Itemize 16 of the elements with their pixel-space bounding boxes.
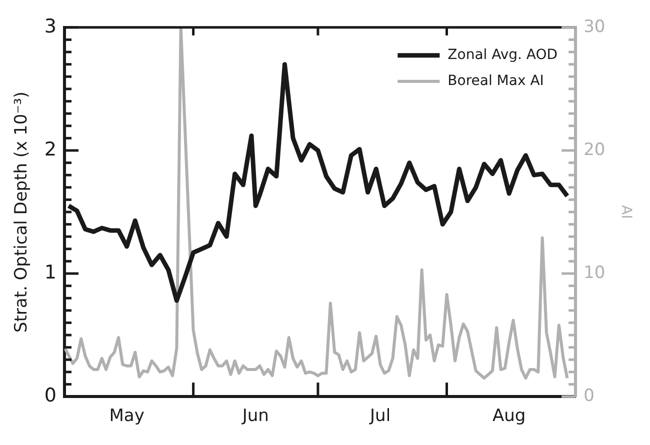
y-axis-title: Strat. Optical Depth (x 10⁻³) [12,91,32,333]
y2-tick-label: 10 [584,262,606,283]
y-tick-label: 0 [44,384,56,407]
y-tick-label: 1 [44,261,56,284]
legend-label: Zonal Avg. AOD [448,47,558,64]
y2-tick-label: 20 [584,140,606,160]
y2-tick-label: 0 [584,386,594,406]
x-tick-label: Jul [369,406,391,426]
legend-label: Boreal Max AI [448,73,544,90]
x-tick-label: Aug [492,406,526,426]
y-tick-label: 3 [44,15,56,38]
x-tick-label: Jun [241,406,269,426]
x-tick-label: May [109,406,144,426]
y2-axis-title: AI [618,205,634,219]
y2-tick-label: 30 [584,16,606,37]
y-tick-label: 2 [44,138,56,160]
